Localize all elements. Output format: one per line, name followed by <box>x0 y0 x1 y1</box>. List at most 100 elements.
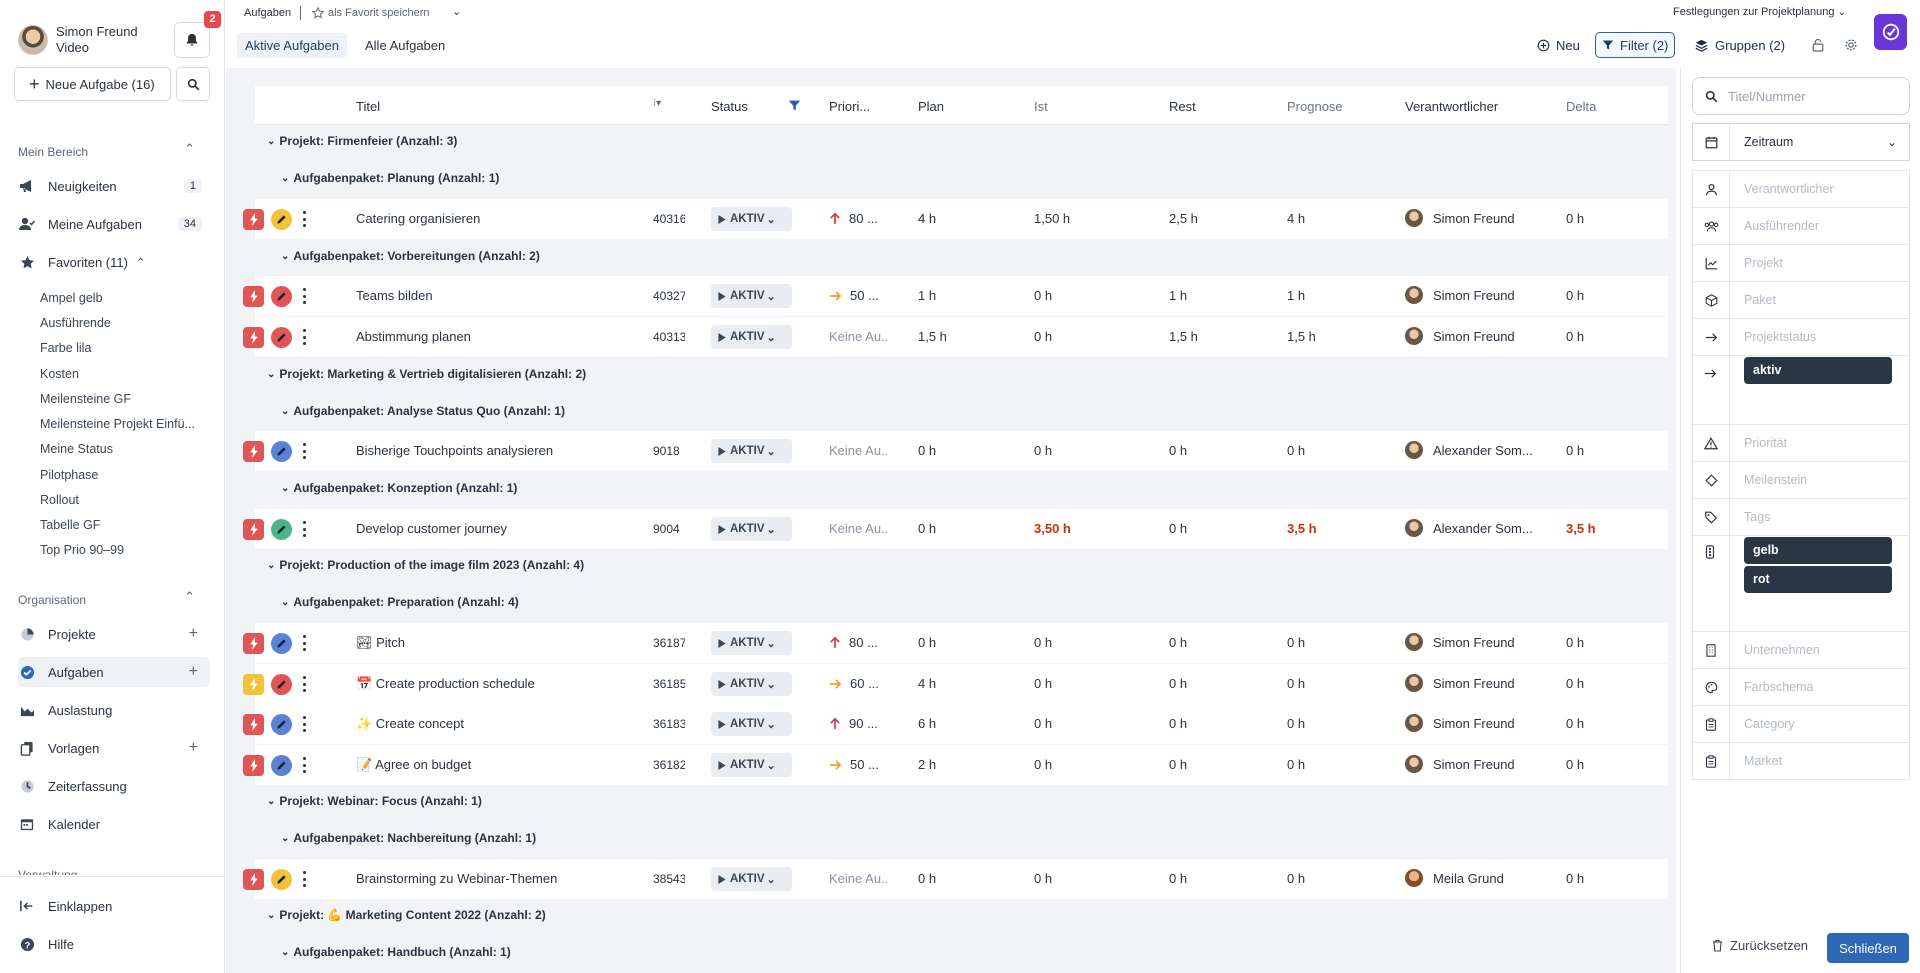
col-title[interactable]: Titel <box>356 99 381 114</box>
priority-cell[interactable]: 90 ... <box>829 716 887 731</box>
lightning-icon[interactable] <box>243 714 264 735</box>
priority-cell[interactable]: Keine Au... <box>829 329 887 344</box>
status-dropdown[interactable]: AKTIV ⌄ <box>711 712 792 736</box>
favorite-item[interactable]: Rollout <box>40 493 79 507</box>
task-title[interactable]: Develop customer journey <box>356 521 508 536</box>
priority-cell[interactable]: 80 ... <box>829 635 887 650</box>
lightning-icon[interactable] <box>243 869 264 890</box>
pencil-icon[interactable] <box>271 869 292 890</box>
settings-link[interactable]: Festlegungen zur Projektplanung ⌄ <box>1673 6 1846 18</box>
status-dropdown[interactable]: AKTIV ⌄ <box>711 631 792 655</box>
table-row[interactable]: ✨ Create concept 36183 AKTIV ⌄ 90 ... 6 h 0 h 0… <box>243 704 1668 744</box>
favorite-item[interactable]: Meilensteine Projekt Einfü... <box>40 417 195 431</box>
priority-cell[interactable]: 50 ... <box>829 288 887 303</box>
priority-cell[interactable]: 80 ... <box>829 211 887 226</box>
status-dropdown[interactable]: AKTIV ⌄ <box>711 284 792 308</box>
chip-tag-rot[interactable]: rot <box>1744 566 1892 593</box>
chevron-down-icon[interactable]: ⌄ <box>766 290 776 303</box>
new-button[interactable]: Neu <box>1531 32 1586 58</box>
lightning-icon[interactable] <box>243 674 264 695</box>
favorite-item[interactable]: Kosten <box>40 367 79 381</box>
more-vertical-icon[interactable] <box>301 443 307 459</box>
sidebar-item-auslastung[interactable]: Auslastung <box>18 695 210 725</box>
task-title[interactable]: Catering organisieren <box>356 211 481 226</box>
new-task-button[interactable]: + Neue Aufgabe (16) <box>14 67 171 101</box>
chevron-down-icon[interactable]: ⌄ <box>766 637 776 650</box>
priority-cell[interactable]: 50 ... <box>829 757 887 772</box>
col-plan[interactable]: Plan <box>918 99 945 114</box>
lightning-icon[interactable] <box>243 327 264 348</box>
responsible-cell[interactable]: Simon Freund <box>1405 633 1555 651</box>
col-delta[interactable]: Delta <box>1566 99 1597 114</box>
group-header-package[interactable]: ⌄ Aufgabenpaket: Handbuch (Anzahl: 1) <box>281 945 511 959</box>
lightning-icon[interactable] <box>243 519 264 540</box>
col-priority[interactable]: Priori... <box>829 99 871 114</box>
filter-verantwortlicher[interactable]: Verantwortlicher <box>1692 170 1910 207</box>
col-ist[interactable]: Ist <box>1034 99 1048 114</box>
col-forecast[interactable]: Prognose <box>1287 99 1343 114</box>
pencil-icon[interactable] <box>271 441 292 462</box>
status-dropdown[interactable]: AKTIV ⌄ <box>711 753 792 777</box>
responsible-cell[interactable]: Simon Freund <box>1405 209 1555 227</box>
app-logo-button[interactable] <box>1874 14 1907 50</box>
table-row[interactable]: Teams bilden 40327 AKTIV ⌄ 50 ... 1 h 0 h 1 h 1 … <box>243 276 1668 316</box>
add-project-icon[interactable]: + <box>188 625 198 642</box>
reset-button[interactable]: Zurücksetzen <box>1712 938 1808 953</box>
filter-tags[interactable]: Tags <box>1692 498 1910 535</box>
pencil-icon[interactable] <box>271 633 292 654</box>
group-header-package[interactable]: ⌄ Aufgabenpaket: Konzeption (Anzahl: 1) <box>281 481 517 495</box>
favorite-item[interactable]: Meine Status <box>40 442 113 456</box>
col-status[interactable]: Status <box>711 99 748 114</box>
more-vertical-icon[interactable] <box>301 211 307 227</box>
favorite-item[interactable]: Meilensteine GF <box>40 392 132 406</box>
group-header-package[interactable]: ⌄ Aufgabenpaket: Preparation (Anzahl: 4) <box>281 595 519 609</box>
group-header-package[interactable]: ⌄ Aufgabenpaket: Planung (Anzahl: 1) <box>281 171 499 185</box>
task-title[interactable]: Bisherige Touchpoints analysieren <box>356 443 554 458</box>
filter-category[interactable]: Category <box>1692 705 1910 742</box>
pencil-icon[interactable] <box>271 755 292 776</box>
filter-paket[interactable]: Paket <box>1692 281 1910 318</box>
favorite-item[interactable]: Pilotphase <box>40 468 99 482</box>
group-header-package[interactable]: ⌄ Aufgabenpaket: Nachbereitung (Anzahl: 1… <box>281 831 536 845</box>
status-dropdown[interactable]: AKTIV ⌄ <box>711 672 792 696</box>
table-row[interactable]: 📝 Agree on budget 36182 AKTIV ⌄ 50 ... 2 h 0 h… <box>243 745 1668 785</box>
sidebar-item-favoriten[interactable]: Favoriten (11) ⌃ <box>18 247 210 277</box>
chevron-up-icon[interactable]: ⌃ <box>184 141 195 156</box>
filter-meilenstein[interactable]: Meilenstein <box>1692 461 1910 498</box>
filter-market[interactable]: Market <box>1692 742 1910 779</box>
status-dropdown[interactable]: AKTIV ⌄ <box>711 439 792 463</box>
filter-button[interactable]: Filter (2) <box>1595 32 1676 58</box>
chevron-down-icon[interactable]: ⌄ <box>766 213 776 226</box>
priority-cell[interactable]: 60 ... <box>829 676 887 691</box>
chevron-down-icon[interactable]: ⌄ <box>766 445 776 458</box>
more-vertical-icon[interactable] <box>301 757 307 773</box>
period-select[interactable]: Zeitraum ⌄ <box>1692 123 1910 161</box>
group-header-project[interactable]: ⌄ Projekt: Webinar: Focus (Anzahl: 1) <box>267 794 482 808</box>
task-title[interactable]: Abstimmung planen <box>356 329 471 344</box>
pencil-icon[interactable] <box>271 714 292 735</box>
chevron-down-icon[interactable]: ⌄ <box>766 873 776 886</box>
chip-projektstatus-aktiv[interactable]: aktiv <box>1744 357 1892 384</box>
status-dropdown[interactable]: AKTIV ⌄ <box>711 207 792 231</box>
filter-prioritaet[interactable]: Priorität <box>1692 424 1910 461</box>
table-row[interactable]: Brainstorming zu Webinar-Themen 38543 AKTI… <box>243 859 1668 899</box>
task-title[interactable]: 📅 Create production schedule <box>356 676 535 691</box>
more-vertical-icon[interactable] <box>301 329 307 345</box>
more-vertical-icon[interactable] <box>301 871 307 887</box>
lock-button[interactable] <box>1806 32 1830 58</box>
chevron-down-icon[interactable]: ⌄ <box>766 759 776 772</box>
table-row[interactable]: Abstimmung planen 40313 AKTIV ⌄ Keine Au... 1… <box>243 317 1668 357</box>
sidebar-item-projekte[interactable]: Projekte + <box>18 619 210 649</box>
col-rest[interactable]: Rest <box>1169 99 1196 114</box>
column-filter-icon[interactable] <box>788 99 801 112</box>
sidebar-item-meine-aufgaben[interactable]: Meine Aufgaben 34 <box>18 209 210 239</box>
favorite-item[interactable]: Farbe lila <box>40 341 92 355</box>
table-row[interactable]: 🏞 Pitch 36187 AKTIV ⌄ 80 ... 0 h 0 h 0 h 0 h Simo… <box>243 623 1668 663</box>
pencil-icon[interactable] <box>271 327 292 348</box>
responsible-cell[interactable]: Meila Grund <box>1405 869 1555 887</box>
table-row[interactable]: Develop customer journey 9004 AKTIV ⌄ Keine … <box>243 509 1668 549</box>
group-header-project[interactable]: ⌄ Projekt: Firmenfeier (Anzahl: 3) <box>267 134 457 148</box>
filter-unternehmen[interactable]: Unternehmen <box>1692 631 1910 668</box>
favorite-item[interactable]: Ausführende <box>40 316 111 330</box>
chevron-down-icon[interactable]: ⌄ <box>766 678 776 691</box>
